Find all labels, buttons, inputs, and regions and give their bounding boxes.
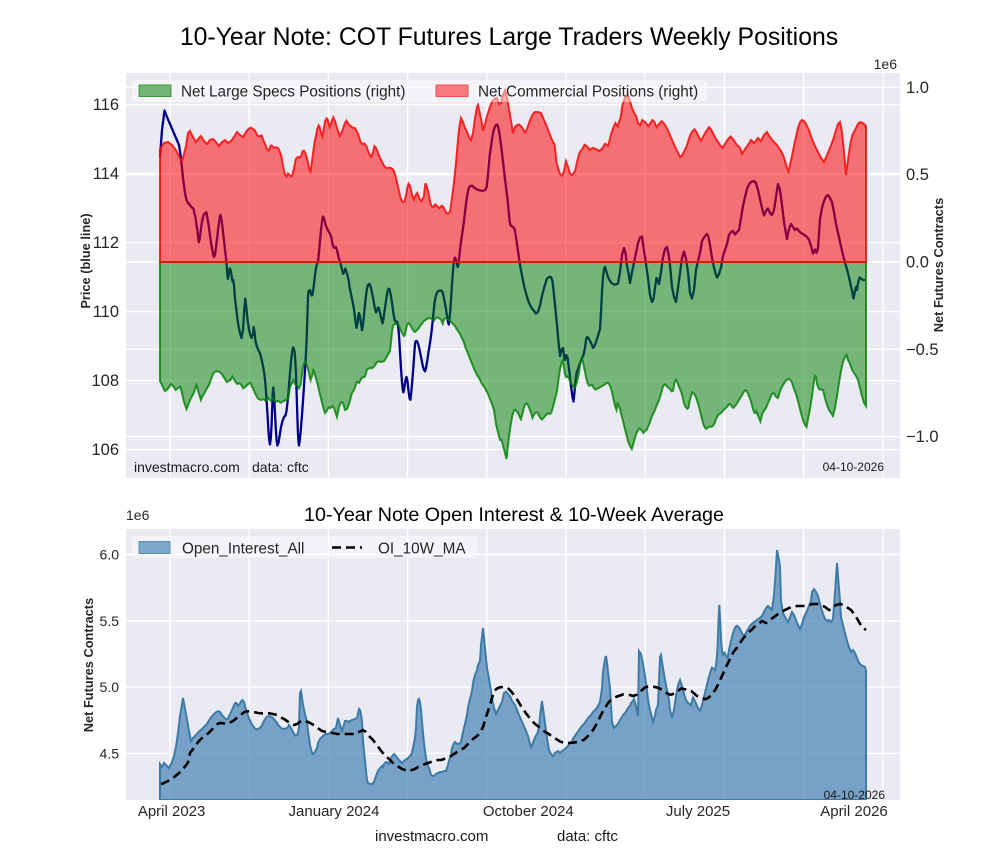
svg-text:112: 112 xyxy=(93,234,119,252)
svg-text:1e6: 1e6 xyxy=(126,507,150,523)
svg-text:January 2024: January 2024 xyxy=(289,803,380,820)
svg-text:Price (blue line): Price (blue line) xyxy=(78,213,93,308)
svg-text:10-Year Note Open Interest & 1: 10-Year Note Open Interest & 10-Week Ave… xyxy=(304,504,724,526)
svg-text:04-10-2026: 04-10-2026 xyxy=(823,460,885,474)
svg-text:108: 108 xyxy=(91,372,119,390)
svg-text:Net Commercial Positions (righ: Net Commercial Positions (right) xyxy=(478,84,698,101)
svg-text:investmacro.com: investmacro.com xyxy=(375,828,488,845)
svg-text:Net Large Specs Positions (rig: Net Large Specs Positions (right) xyxy=(181,84,405,101)
svg-text:October 2024: October 2024 xyxy=(483,803,574,820)
svg-text:0.0: 0.0 xyxy=(906,254,929,272)
svg-text:5.0: 5.0 xyxy=(100,679,120,695)
svg-text:106: 106 xyxy=(91,441,119,459)
svg-text:Net Futures Contracts: Net Futures Contracts xyxy=(931,198,946,332)
svg-text:Open_Interest_All: Open_Interest_All xyxy=(182,541,304,558)
svg-text:04-10-2026: 04-10-2026 xyxy=(824,788,886,802)
svg-text:data: cftc: data: cftc xyxy=(252,459,309,475)
svg-text:OI_10W_MA: OI_10W_MA xyxy=(378,541,466,558)
svg-text:1e6: 1e6 xyxy=(874,56,898,72)
svg-text:investmacro.com: investmacro.com xyxy=(134,459,240,475)
svg-text:0.5: 0.5 xyxy=(906,166,929,184)
svg-text:5.5: 5.5 xyxy=(100,613,120,629)
svg-text:1.0: 1.0 xyxy=(906,79,929,97)
svg-text:Net Futures Contracts: Net Futures Contracts xyxy=(81,598,96,732)
svg-text:−1.0: −1.0 xyxy=(906,428,939,446)
svg-text:6.0: 6.0 xyxy=(100,547,120,563)
svg-text:April 2026: April 2026 xyxy=(820,803,888,820)
svg-text:April 2023: April 2023 xyxy=(138,803,206,820)
svg-text:July 2025: July 2025 xyxy=(666,803,730,820)
svg-text:110: 110 xyxy=(93,303,119,321)
svg-text:4.5: 4.5 xyxy=(100,745,120,761)
svg-text:116: 116 xyxy=(93,96,119,114)
svg-text:−0.5: −0.5 xyxy=(906,341,939,359)
svg-text:10-Year Note: COT Futures Larg: 10-Year Note: COT Futures Large Traders … xyxy=(180,24,838,51)
svg-text:114: 114 xyxy=(93,165,119,183)
svg-text:data: cftc: data: cftc xyxy=(557,828,618,845)
